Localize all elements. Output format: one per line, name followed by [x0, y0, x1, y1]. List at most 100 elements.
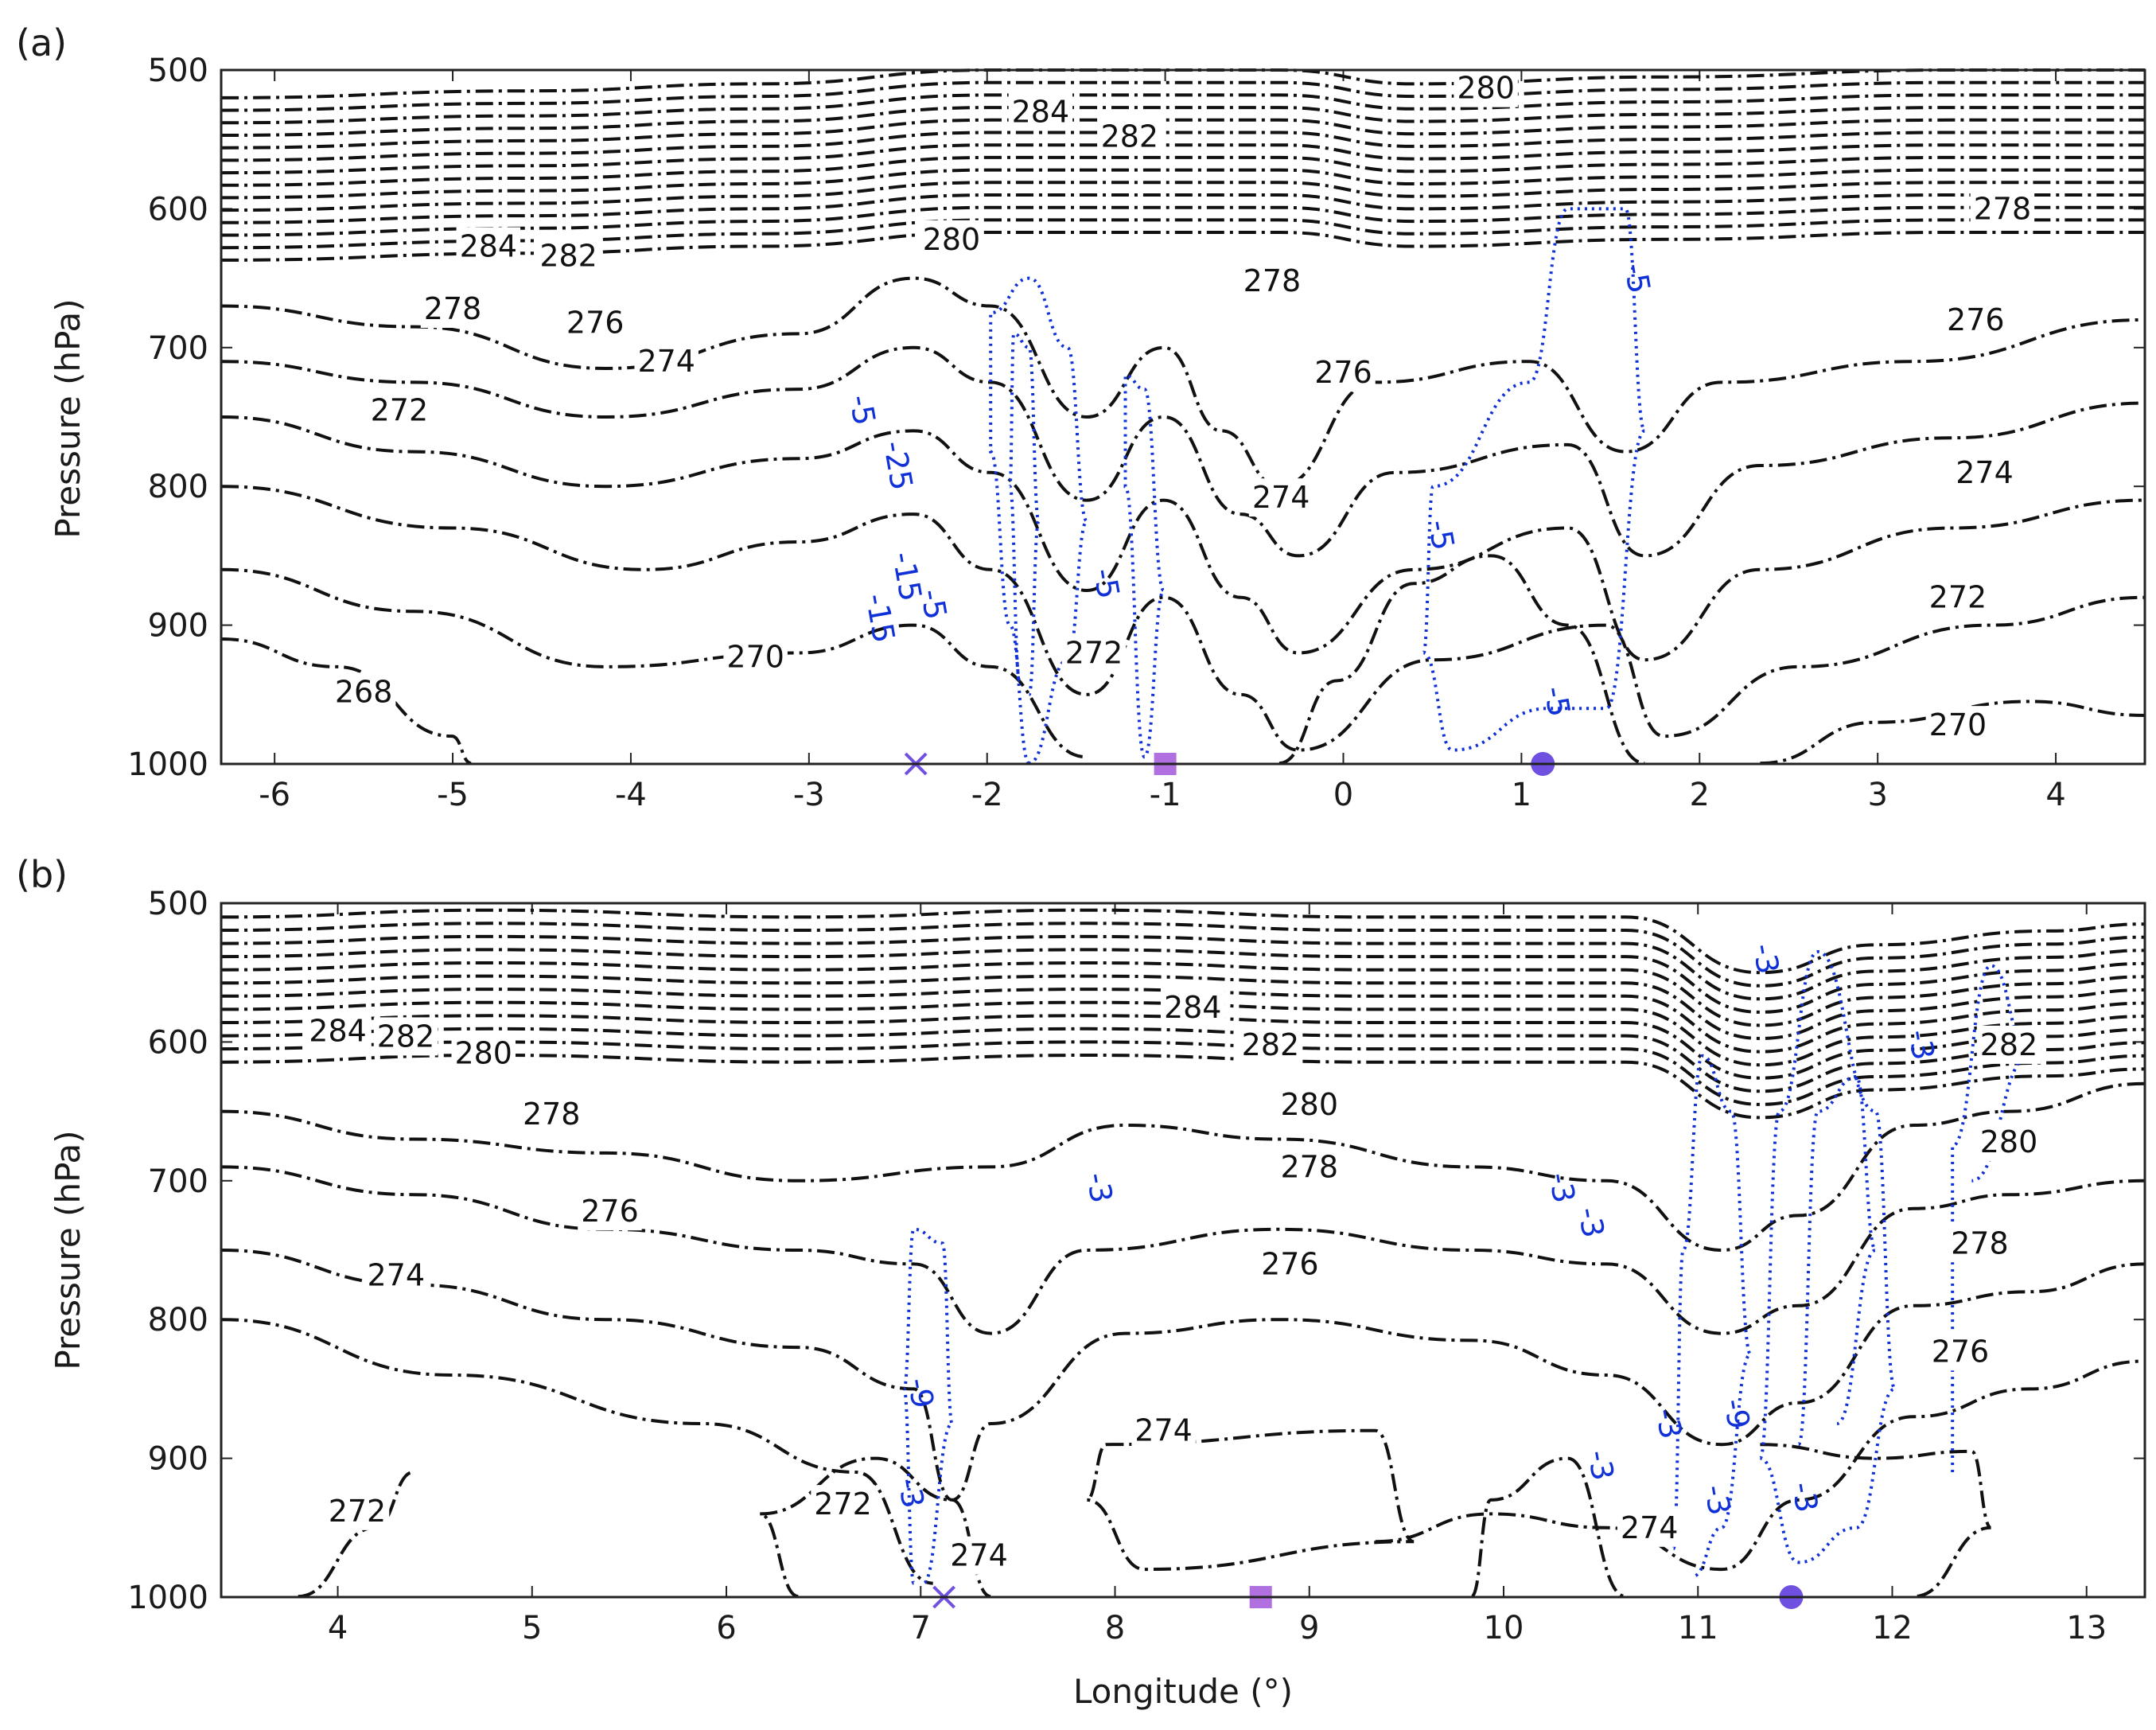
contour-label: 274: [637, 344, 695, 379]
contour-label-bg: [456, 227, 521, 266]
overlay-label: -5: [1537, 684, 1577, 719]
panel-a-contour-labels: 284 282 280 278 284 282 280 278 276 274 272 278 276 2…: [331, 68, 2035, 745]
isotherm-line: [220, 934, 2146, 1001]
contour-label-bg: [947, 1536, 1011, 1575]
contour-label-bg: [562, 303, 628, 342]
contour-label-bg: [1970, 189, 2035, 228]
panel-a-overlays: [989, 207, 1647, 766]
contour-label: 272: [329, 1494, 387, 1529]
isotherm-line: [220, 921, 2146, 988]
overlay-label: -3: [1649, 1406, 1689, 1442]
panel-b-contour-labels: 284 282 280 278 276 274 284 282 280 278 276 274 282 2…: [305, 941, 2041, 1575]
contour-label-bg: [919, 220, 984, 259]
contour-label: 282: [1980, 1027, 2038, 1062]
contour-label-bg: [1008, 92, 1073, 131]
isotherm-line: [1278, 554, 1645, 766]
isotherm-line: [220, 168, 2145, 200]
overlay-contour: [1422, 207, 1647, 752]
contour-label: 278: [1974, 191, 2032, 226]
y-tick-label: 600: [148, 191, 208, 228]
contour-label: 278: [424, 291, 482, 326]
contour-label-bg: [811, 1485, 875, 1524]
overlay-label: -5: [843, 392, 882, 428]
panel-b-overlays: [902, 949, 2030, 1585]
x-tick-label: -2: [971, 777, 1003, 813]
x-tick-label: 12: [1872, 1610, 1913, 1646]
isotherm-line: [220, 960, 2146, 1027]
contour-label-bg: [1258, 1245, 1322, 1284]
x-tick-label: -3: [793, 777, 825, 813]
contour-label: 270: [726, 640, 784, 675]
contour-label: 268: [335, 674, 393, 709]
isotherm-line: [220, 1053, 2146, 1120]
isotherm-line: [1375, 1359, 2146, 1572]
overlay-label: -3: [1698, 1482, 1738, 1518]
contour-label: 274: [368, 1257, 426, 1292]
isotherm-line: [220, 415, 2146, 662]
overlay-contour: [1758, 949, 1897, 1564]
contour-label-bg: [1248, 478, 1313, 517]
contour-label: 280: [1280, 1087, 1338, 1122]
contour-label-bg: [373, 1017, 438, 1056]
overlay-contour: [989, 276, 1089, 766]
x-axis-title: Longitude (°): [1073, 1672, 1293, 1711]
contour-label-bg: [634, 342, 699, 381]
isotherm-line: [220, 567, 1088, 759]
contour-label-bg: [723, 637, 788, 676]
contour-label-bg: [1952, 453, 2017, 492]
isotherm-line: [220, 93, 2145, 125]
y-tick-label: 700: [148, 330, 208, 367]
contour-label: 274: [1956, 455, 2014, 490]
panel-b-x-ticks: 4 5 6 7 8 9 10 11 12 13: [328, 903, 2107, 1646]
overlay-contour: [1796, 1074, 1878, 1447]
contour-label-bg: [1238, 1025, 1303, 1064]
x-tick-label: 9: [1299, 1610, 1319, 1646]
contour-label: 274: [1621, 1510, 1679, 1545]
overlay-label: -3: [1542, 1170, 1582, 1206]
x-tick-label: -6: [259, 777, 290, 813]
panel-a-x-ticks: -6 -5 -4 -3 -2 -1 0 1 2 3 4: [259, 70, 2066, 813]
x-tick-label: 4: [2045, 777, 2065, 813]
x-tick-label: -5: [437, 777, 469, 813]
contour-label-bg: [331, 672, 396, 711]
x-tick-label: 5: [522, 1610, 542, 1646]
overlay-label: -15: [858, 590, 901, 645]
overlay-label: -9: [1717, 1396, 1757, 1432]
contour-label: 272: [371, 392, 429, 427]
contour-label-bg: [1277, 1085, 1342, 1124]
isotherm-line: [220, 205, 2145, 237]
contour-label-bg: [451, 1034, 516, 1073]
isotherm-line: [220, 1040, 2146, 1106]
contour-label: 276: [1261, 1246, 1319, 1281]
x-tick-label: 6: [716, 1610, 736, 1646]
contour-label: 284: [1164, 990, 1222, 1025]
contour-label-bg: [1925, 706, 1991, 745]
isotherm-line: [298, 1471, 414, 1599]
panel-b: (b) 4 5 6 7 8 9 10 11 12 13 500 600 700 800 900 1000 2…: [16, 853, 2146, 1711]
isotherm-line: [220, 155, 2145, 187]
contour-label: 284: [309, 1013, 367, 1048]
overlay-label: -5: [1617, 260, 1657, 296]
contour-label-bg: [1311, 353, 1376, 392]
overlay-label: -3: [1080, 1170, 1119, 1206]
x-tick-label: 2: [1690, 777, 1710, 813]
overlay-contour: [1123, 373, 1166, 759]
overlay-label: -5: [914, 586, 954, 622]
y-tick-label: 800: [148, 1302, 208, 1338]
y-tick-label: 700: [148, 1163, 208, 1200]
isotherm-line: [220, 118, 2145, 150]
contour-label-bg: [325, 1491, 390, 1530]
contour-label: 278: [1243, 263, 1302, 298]
panel-b-y-axis-title: Pressure (hPa): [49, 1130, 88, 1370]
y-tick-label: 900: [148, 608, 208, 645]
y-tick-label: 800: [148, 469, 208, 505]
panel-b-y-ticks: 500 600 700 800 900 1000: [127, 886, 2145, 1616]
y-tick-label: 900: [148, 1441, 208, 1478]
panel-b-contours: [220, 908, 2146, 1599]
contour-label-bg: [1976, 1025, 2041, 1064]
overlay-contour: [1008, 332, 1041, 696]
contour-label: 282: [539, 239, 597, 274]
isotherm-line: [220, 974, 2146, 1041]
y-tick-label: 600: [148, 1024, 208, 1061]
